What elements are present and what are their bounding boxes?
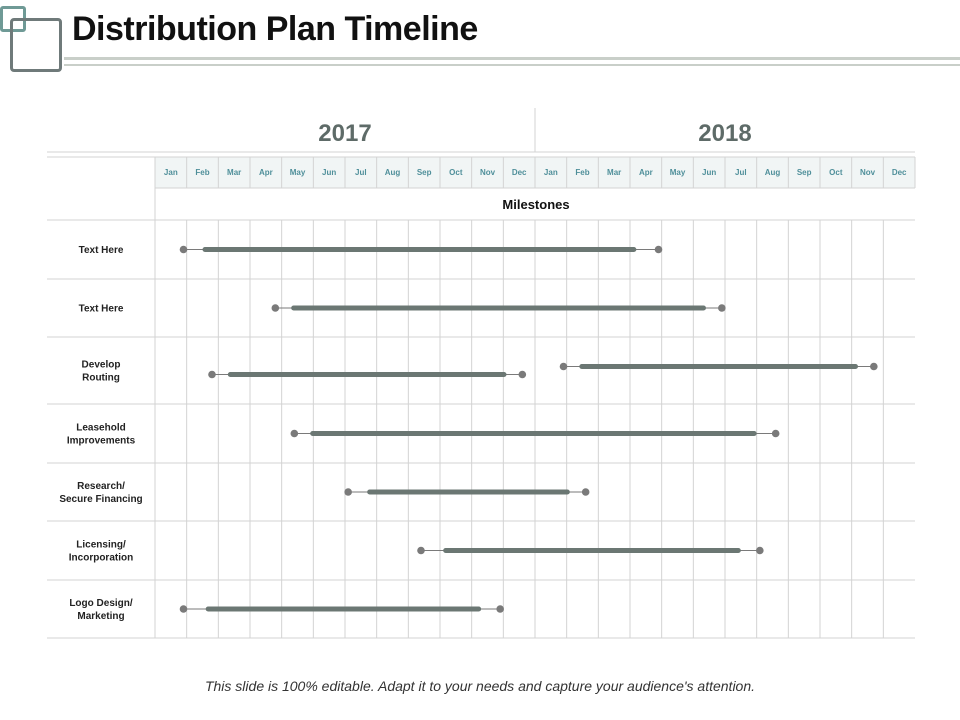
month-label: Jun	[322, 168, 336, 177]
milestones-title: Milestones	[502, 197, 569, 212]
row-label: Marketing	[77, 611, 124, 622]
row-label: Research/	[77, 481, 125, 492]
title-rule-bottom	[64, 64, 960, 66]
month-label: Mar	[227, 168, 241, 177]
month-label: Dec	[512, 168, 527, 177]
task-end-dot	[581, 488, 590, 496]
task-start-dot	[179, 605, 188, 613]
row-label: Text Here	[79, 304, 124, 315]
month-label: Apr	[259, 168, 273, 177]
task-start-dot	[344, 488, 352, 496]
month-label: Jan	[544, 168, 558, 177]
month-label: Oct	[829, 168, 843, 177]
task-end-dot	[518, 370, 527, 379]
task-bar	[367, 489, 570, 495]
task-bar	[291, 305, 706, 311]
row-label: Develop	[82, 360, 121, 371]
month-label: Sep	[797, 168, 812, 177]
logo-large-square	[10, 18, 62, 72]
task-start-dot	[208, 370, 216, 379]
page-title: Distribution Plan Timeline	[72, 10, 478, 48]
month-label: Jun	[702, 168, 716, 177]
row-label: Leasehold	[76, 423, 125, 434]
month-label: May	[670, 168, 686, 177]
task-start-dot	[271, 304, 280, 312]
month-label: Nov	[480, 168, 496, 177]
row-label: Logo Design/	[69, 598, 133, 609]
task-start-dot	[417, 546, 425, 555]
footer-note: This slide is 100% editable. Adapt it to…	[204, 678, 756, 694]
month-label: Jul	[355, 168, 367, 177]
month-label: Aug	[765, 168, 781, 177]
month-label: Nov	[860, 168, 876, 177]
task-start-dot	[179, 245, 188, 254]
month-label: Dec	[892, 168, 907, 177]
month-label: Sep	[417, 168, 432, 177]
month-label: Mar	[607, 168, 621, 177]
task-bar	[310, 431, 757, 436]
task-bar	[205, 606, 482, 612]
task-end-dot	[870, 362, 878, 371]
task-end-dot	[718, 304, 726, 312]
task-bar	[579, 364, 858, 369]
task-end-dot	[496, 605, 504, 613]
month-label: May	[290, 168, 306, 177]
year-label: 2018	[698, 120, 751, 147]
task-end-dot	[771, 429, 780, 438]
task-end-dot	[756, 546, 764, 555]
year-label: 2017	[318, 120, 371, 147]
title-rule-top	[64, 57, 960, 60]
task-bar	[443, 548, 741, 553]
row-label: Text Here	[79, 245, 124, 256]
task-end-dot	[654, 245, 663, 254]
month-label: Feb	[195, 168, 209, 177]
row-label: Licensing/	[76, 540, 126, 551]
row-label: Incorporation	[69, 553, 133, 564]
month-label: Aug	[385, 168, 401, 177]
month-label: Oct	[449, 168, 463, 177]
row-label: Improvements	[67, 436, 136, 447]
task-start-dot	[559, 362, 568, 371]
month-label: Feb	[575, 168, 589, 177]
row-label: Secure Financing	[59, 494, 142, 505]
task-bar	[202, 247, 637, 252]
task-bar	[227, 372, 507, 377]
month-label: Jul	[735, 168, 747, 177]
month-label: Apr	[639, 168, 653, 177]
task-start-dot	[290, 429, 299, 438]
row-label: Routing	[82, 373, 120, 384]
month-label: Jan	[164, 168, 178, 177]
